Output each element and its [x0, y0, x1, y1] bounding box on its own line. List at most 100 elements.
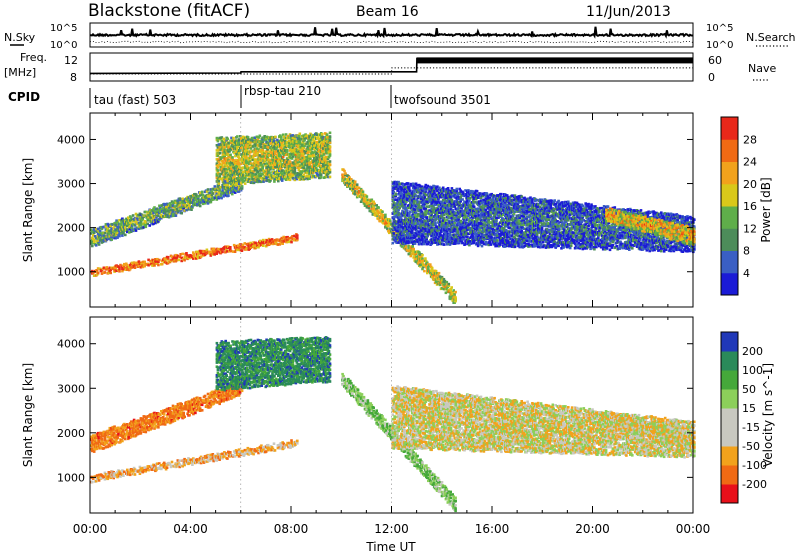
echo-cell [291, 235, 294, 238]
echo-cell [440, 279, 444, 283]
echo-cell [169, 214, 173, 218]
echo-cell [199, 251, 203, 255]
echo-cell [262, 155, 265, 158]
echo-cell [313, 147, 316, 151]
echo-cell [418, 184, 422, 188]
echo-cell [425, 197, 428, 201]
echo-cell [446, 238, 450, 242]
echo-cell [291, 139, 295, 143]
echo-cell [257, 245, 260, 249]
echo-cell [98, 237, 102, 240]
echo-cell [311, 136, 314, 139]
echo-cell [136, 262, 140, 266]
echo-cell [449, 214, 453, 218]
echo-cell [205, 190, 209, 193]
echo-cell [414, 206, 418, 209]
echo-cell [419, 191, 423, 195]
echo-cell [164, 205, 168, 209]
echo-cell [275, 171, 278, 174]
echo-cell [366, 198, 370, 202]
echo-cell [232, 145, 235, 148]
echo-cell [182, 207, 185, 210]
echo-cell [295, 143, 299, 147]
echo-cell [152, 211, 155, 215]
echo-cell [278, 239, 282, 243]
echo-cell [127, 265, 131, 269]
echo-cell [454, 234, 458, 237]
echo-cell [158, 217, 161, 221]
echo-cell [451, 294, 454, 297]
echo-cell [296, 238, 299, 242]
echo-cell [220, 136, 224, 139]
echo-cell [322, 139, 326, 143]
echo-cell [454, 200, 458, 203]
echo-cell [294, 153, 298, 156]
echo-cell [220, 163, 224, 166]
echo-cell [131, 223, 135, 226]
echo-cell [152, 216, 155, 220]
echo-cell [237, 190, 241, 193]
echo-cell [276, 178, 279, 181]
echo-cell [460, 220, 463, 224]
echo-cell [462, 237, 465, 240]
echo-cell [132, 261, 136, 264]
echo-cell [277, 159, 280, 163]
echo-cell [254, 241, 257, 245]
echo-cell [395, 187, 398, 190]
echo-cell [424, 257, 427, 260]
echo-cell [127, 223, 131, 227]
echo-cell [120, 222, 123, 226]
echo-cell [435, 215, 438, 218]
echo-cell [462, 221, 465, 225]
echo-cell [156, 218, 159, 222]
echo-cell [458, 191, 461, 195]
echo-cell [398, 228, 401, 231]
echo-region-upper-patch [215, 131, 332, 187]
echo-cell [313, 156, 316, 159]
echo-cell [410, 238, 414, 242]
echo-cell [438, 283, 442, 287]
echo-cell [241, 138, 245, 142]
echo-cell [173, 206, 177, 210]
echo-cell [412, 231, 416, 235]
echo-cell [453, 221, 457, 225]
echo-cell [380, 216, 383, 220]
echo-cell [400, 239, 403, 243]
echo-cell [264, 138, 267, 142]
echo-cell [449, 220, 453, 224]
echo-cell [160, 216, 163, 220]
echo-cell [444, 223, 448, 226]
echo-cell [269, 139, 272, 143]
echo-cell [441, 199, 445, 202]
echo-cell [223, 193, 226, 196]
echo-cell [125, 262, 128, 266]
echo-cell [232, 190, 235, 193]
echo-cell [426, 184, 429, 188]
echo-cell [452, 296, 455, 300]
echo-cell [272, 149, 275, 152]
echo-cell [216, 185, 219, 189]
echo-cell [118, 270, 121, 273]
echo-cell [218, 175, 222, 178]
echo-cell [254, 173, 258, 176]
echo-cell [292, 149, 296, 152]
echo-cell [272, 167, 275, 171]
echo-cell [217, 191, 220, 194]
echo-cell [238, 156, 241, 160]
echo-cell [448, 232, 452, 236]
echo-cell [193, 255, 196, 258]
echo-cell [144, 223, 148, 227]
echo-cell [279, 158, 282, 161]
echo-cell [282, 177, 286, 180]
echo-cell [229, 147, 232, 151]
echo-cell [328, 168, 332, 172]
echo-cell [423, 196, 427, 199]
echo-region-late-scatter [391, 180, 696, 254]
echo-cell [128, 267, 132, 271]
echo-cell [415, 184, 419, 187]
echo-cell [104, 225, 108, 228]
echo-cell [462, 210, 465, 213]
echo-cell [236, 139, 239, 142]
echo-cell [118, 219, 121, 222]
echo-cell [317, 136, 320, 139]
